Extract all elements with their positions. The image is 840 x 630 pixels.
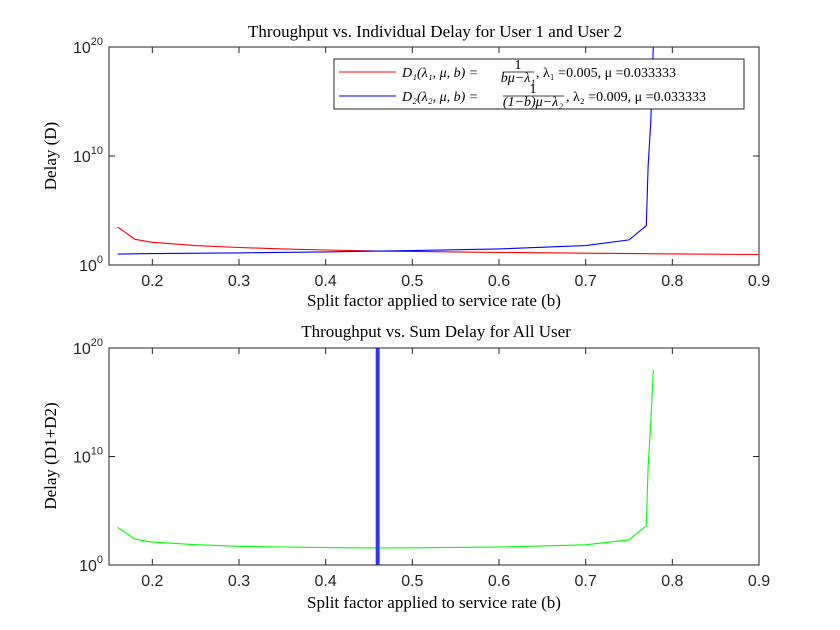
xtick-label: 0.8: [661, 573, 683, 590]
xtick-label: 0.3: [228, 273, 250, 290]
ylabel-bottom: Delay (D1+D2): [41, 402, 60, 509]
ytick-label: 1020: [73, 36, 103, 57]
yticks-bottom: 100 1010 1020: [73, 337, 759, 575]
legend-user1-den: bμ−λ₁: [501, 71, 535, 86]
title-top: Throughput vs. Individual Delay for User…: [248, 22, 622, 41]
series-lines-top: [117, 46, 760, 256]
xtick-label: 0.4: [315, 573, 337, 590]
series-line-user2: [117, 46, 654, 255]
series-lines-bottom: [117, 348, 654, 565]
legend-user1-tail: , λ₁ =0.005, μ =0.033333: [536, 66, 676, 81]
legend-entry-user2: D₂(λ₂, μ, b) = 1 (1−b)μ−λ₂ , λ₂ =0.009, …: [401, 82, 706, 110]
xtick-label: 0.2: [141, 573, 163, 590]
legend-user2-main: D₂(λ₂, μ, b) =: [401, 90, 478, 105]
xtick-label: 0.6: [488, 573, 510, 590]
xticks-bottom: 0.2 0.3 0.4 0.5 0.6 0.7 0.8 0.9: [141, 348, 770, 590]
ytick-label: 1010: [73, 145, 103, 166]
xtick-label: 0.7: [575, 573, 597, 590]
xticks-top: 0.2 0.3 0.4 0.5 0.6 0.7 0.8 0.9: [141, 47, 770, 290]
legend-user1-num: 1: [515, 58, 522, 73]
xtick-label: 0.5: [401, 573, 423, 590]
axes-bottom-background: [109, 348, 759, 565]
xtick-label: 0.4: [315, 273, 337, 290]
legend-user2-den: (1−b)μ−λ₂: [503, 95, 563, 110]
xtick-label: 0.6: [488, 273, 510, 290]
xtick-label: 0.3: [228, 573, 250, 590]
plot-bottom: Throughput vs. Sum Delay for All User 0.…: [41, 322, 770, 612]
ylabel-top: Delay (D): [41, 122, 60, 190]
title-bottom: Throughput vs. Sum Delay for All User: [301, 322, 571, 341]
yticks-top: 100 1010 1020: [73, 36, 759, 275]
xtick-label: 0.9: [748, 573, 770, 590]
xlabel-bottom: Split factor applied to service rate (b): [307, 593, 561, 612]
plot-top: Throughput vs. Individual Delay for User…: [41, 22, 770, 310]
series-line-user1: [117, 226, 760, 256]
legend-user2-tail: , λ₂ =0.009, μ =0.033333: [566, 90, 706, 105]
xtick-label: 0.8: [661, 273, 683, 290]
legend-entry-user1: D₁(λ₁, μ, b) = 1 bμ−λ₁ , λ₁ =0.005, μ =0…: [401, 58, 676, 86]
xtick-label: 0.7: [575, 273, 597, 290]
xlabel-top: Split factor applied to service rate (b): [307, 291, 561, 310]
legend-box: [333, 58, 745, 110]
legend-user2-num: 1: [530, 82, 537, 97]
ytick-label: 1010: [73, 446, 103, 467]
xtick-label: 0.5: [401, 273, 423, 290]
legend-top: D₁(λ₁, μ, b) = 1 bμ−λ₁ , λ₁ =0.005, μ =0…: [333, 58, 745, 110]
series-line-sum: [117, 369, 654, 549]
xtick-label: 0.9: [748, 273, 770, 290]
xtick-label: 0.2: [141, 273, 163, 290]
legend-user1-main: D₁(λ₁, μ, b) =: [401, 66, 478, 81]
ytick-label: 100: [79, 254, 103, 275]
ytick-label: 100: [79, 554, 103, 575]
ytick-label: 1020: [73, 337, 103, 358]
